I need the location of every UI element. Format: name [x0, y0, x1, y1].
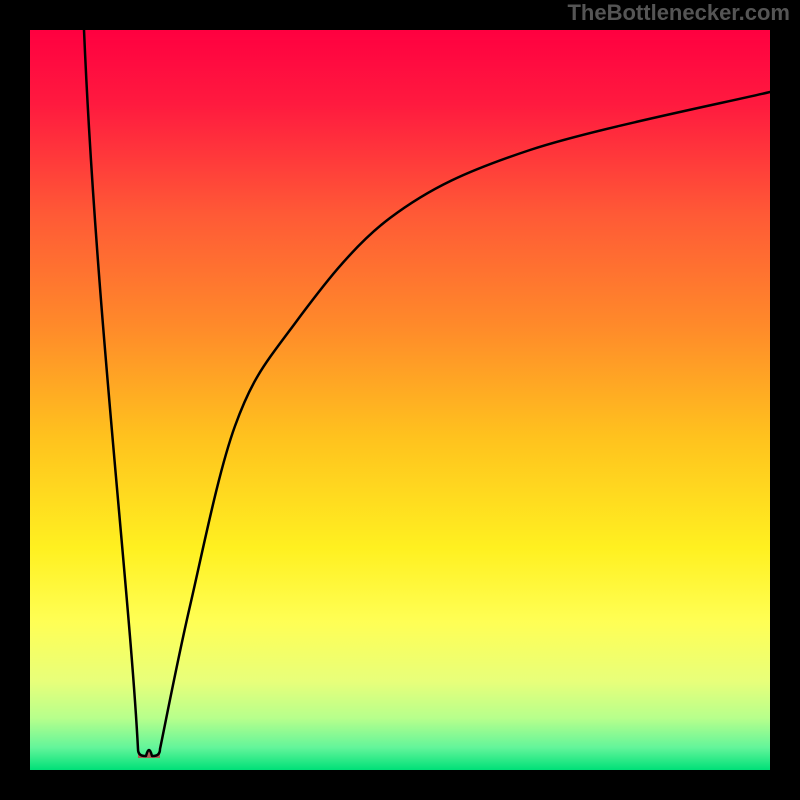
curve-line: [84, 30, 770, 756]
plot-area: [30, 30, 770, 770]
bottleneck-curve: [30, 30, 770, 770]
attribution-text: TheBottlenecker.com: [567, 0, 790, 26]
figure-canvas: TheBottlenecker.com: [0, 0, 800, 800]
